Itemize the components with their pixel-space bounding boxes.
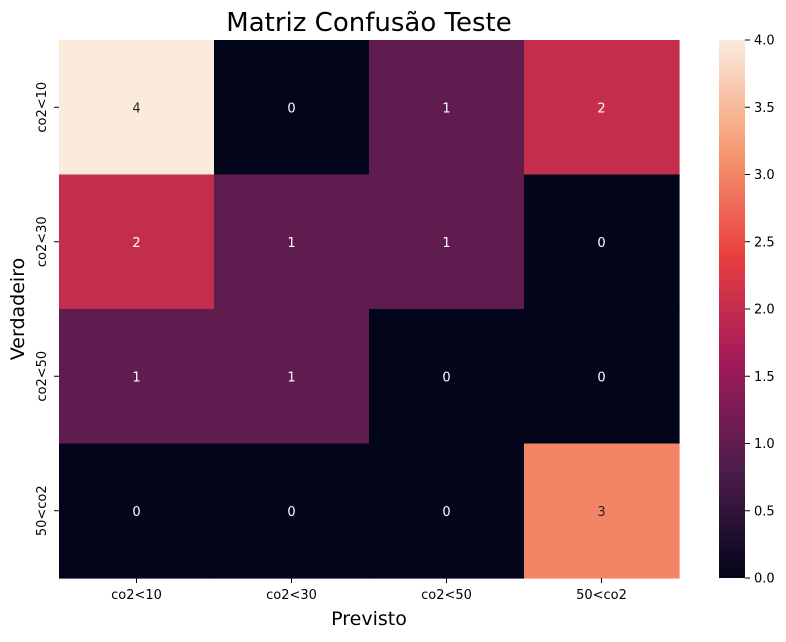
heatmap-cell: [214, 309, 370, 445]
heatmap-cell: [59, 443, 215, 579]
cell-value-label: 2: [132, 236, 140, 251]
cell-value-label: 0: [287, 505, 295, 520]
heatmap-cell: [524, 309, 680, 445]
colorbar-tick-label: 2.0: [754, 303, 775, 318]
colorbar: 0.0 0.5 1.0 1.5 2.0 2.5 3.0 3.5 4.0: [719, 34, 775, 587]
colorbar-tick-label: 1.0: [754, 437, 775, 452]
cell-value-label: 4: [132, 101, 140, 116]
cell-value-label: 1: [442, 101, 450, 116]
x-axis: co2<10 co2<30 co2<50 50<co2: [111, 578, 627, 603]
heatmap-cell: [369, 174, 525, 310]
heatmap-cell: [214, 443, 370, 579]
heatmap-cell: [524, 40, 680, 176]
colorbar-tick-label: 4.0: [754, 34, 775, 49]
cell-value-label: 0: [287, 101, 295, 116]
heatmap-cell: [59, 174, 215, 310]
x-tick-label: 50<co2: [576, 588, 627, 603]
x-axis-label: Previsto: [331, 608, 407, 630]
heatmap-cell: [59, 309, 215, 445]
cell-value-label: 1: [132, 370, 140, 385]
y-tick-label: co2<50: [35, 351, 50, 402]
x-tick-label: co2<50: [421, 588, 472, 603]
heatmap-cell: [524, 443, 680, 579]
y-axis-label: Verdadeiro: [7, 258, 29, 360]
cell-value-label: 0: [597, 236, 605, 251]
y-tick-label: co2<10: [35, 82, 50, 133]
cell-value-label: 1: [287, 370, 295, 385]
colorbar-tick-label: 0.5: [754, 504, 775, 519]
x-tick-label: co2<30: [266, 588, 317, 603]
heatmap-cell: [214, 40, 370, 176]
heatmap-cells: [59, 40, 680, 579]
cell-value-label: 0: [442, 505, 450, 520]
colorbar-tick-label: 3.0: [754, 168, 775, 183]
cell-value-label: 0: [442, 370, 450, 385]
colorbar-gradient: [719, 40, 745, 578]
heatmap-cell: [369, 40, 525, 176]
cell-value-label: 1: [442, 236, 450, 251]
y-tick-label: 50<co2: [35, 485, 50, 536]
cell-value-label: 0: [132, 505, 140, 520]
colorbar-tick-label: 0.0: [754, 572, 775, 587]
colorbar-tick-label: 3.5: [754, 101, 775, 116]
heatmap-cell: [524, 174, 680, 310]
cell-value-label: 3: [597, 505, 605, 520]
y-tick-label: co2<30: [35, 216, 50, 267]
heatmap-cell: [59, 40, 215, 176]
cell-value-label: 2: [597, 101, 605, 116]
x-tick-label: co2<10: [111, 588, 162, 603]
cell-annotations: 4 0 1 2 2 1 1 0 1 1 0 0 0 0 0 3: [132, 101, 605, 520]
heatmap-cell: [369, 309, 525, 445]
cell-value-label: 0: [597, 370, 605, 385]
colorbar-tick-label: 1.5: [754, 370, 775, 385]
heatmap-cell: [214, 174, 370, 310]
y-axis: co2<10 co2<30 co2<50 50<co2: [35, 82, 59, 536]
heatmap-cell: [369, 443, 525, 579]
chart-title: Matriz Confusão Teste: [226, 8, 511, 38]
colorbar-tick-label: 2.5: [754, 235, 775, 250]
cell-value-label: 1: [287, 236, 295, 251]
